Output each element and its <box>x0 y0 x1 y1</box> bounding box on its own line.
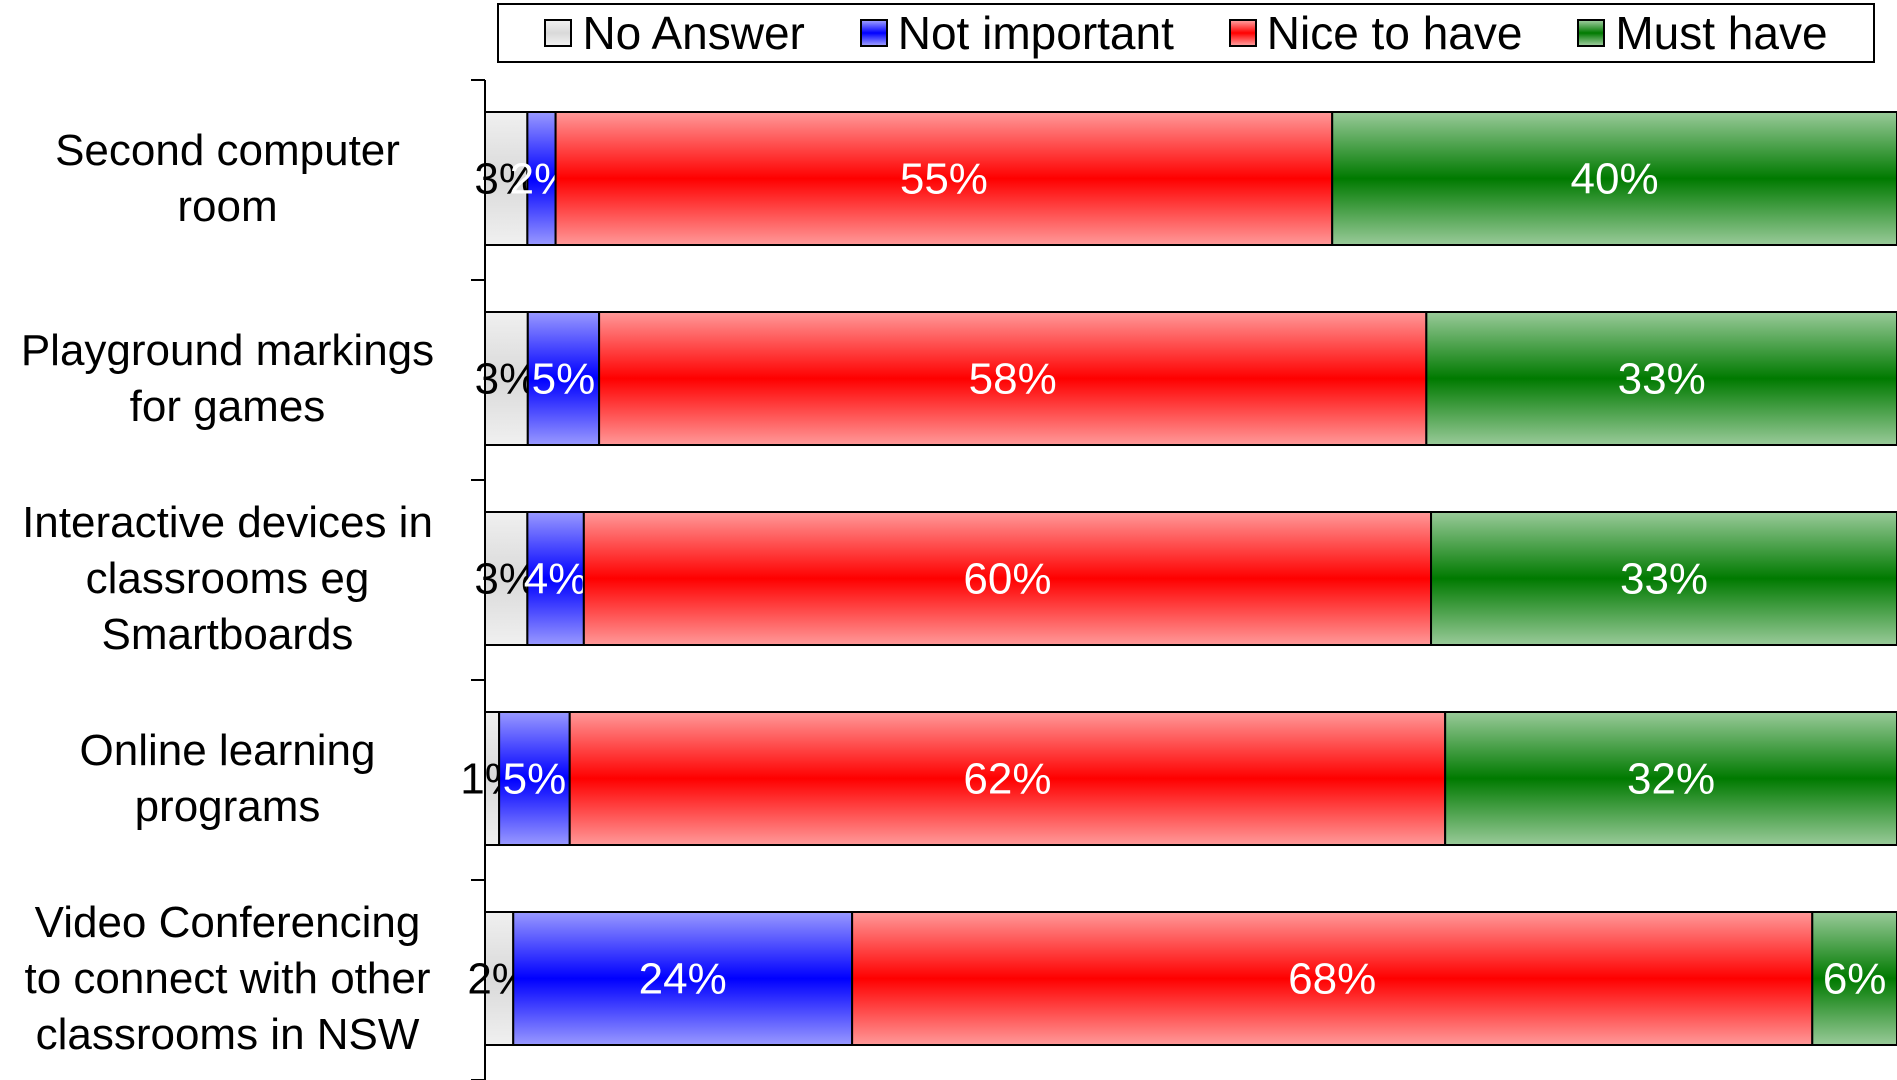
legend-item-no-answer: No Answer <box>544 6 805 60</box>
data-label: 62% <box>963 755 1051 804</box>
data-label: 5% <box>532 355 596 404</box>
data-label: 4% <box>524 555 588 604</box>
legend-item-not-important: Not important <box>859 6 1174 60</box>
data-label: 40% <box>1571 155 1659 204</box>
bar-segment-not-important <box>526 511 585 646</box>
bar-segment-nice-to-have <box>598 311 1428 446</box>
data-label: 55% <box>900 155 988 204</box>
category-label: Second computer room <box>55 125 400 231</box>
bar-segment-must-have <box>1811 911 1897 1046</box>
category-label: Video Conferencing to connect with other c… <box>24 897 431 1059</box>
bar-segment-nice-to-have <box>568 711 1447 846</box>
category-label: Interactive devices in classrooms eg Smart… <box>22 497 433 659</box>
legend-swatch <box>1228 19 1257 47</box>
data-label: 32% <box>1627 755 1715 804</box>
bar-segment-nice-to-have <box>554 111 1334 246</box>
legend: No Answer Not important Nice to have Must h… <box>497 3 1875 63</box>
data-label: 68% <box>1288 955 1376 1004</box>
data-label: 5% <box>503 755 567 804</box>
bar-segment-must-have <box>1444 711 1897 846</box>
legend-label: Nice to have <box>1266 7 1523 59</box>
legend-item-must-have: Must have <box>1577 6 1828 60</box>
legend-label: Must have <box>1615 7 1828 59</box>
data-label: 6% <box>1823 955 1887 1004</box>
category-label: Online learning programs <box>79 725 376 831</box>
legend-swatch <box>859 19 888 47</box>
legend-label: Not important <box>897 7 1174 59</box>
data-label: 58% <box>969 355 1057 404</box>
bar-segment-must-have <box>1430 511 1897 646</box>
bar-segment-no-answer <box>484 311 529 446</box>
legend-swatch <box>544 19 573 47</box>
bar-segment-nice-to-have <box>851 911 1814 1046</box>
legend-label: No Answer <box>582 7 805 59</box>
category-label: Playground markings for games <box>20 325 435 431</box>
bar-segment-must-have <box>1331 111 1897 246</box>
bar-segment-nice-to-have <box>582 511 1433 646</box>
data-label: 60% <box>963 555 1051 604</box>
bar-segment-not-important <box>526 111 557 246</box>
bar-segment-not-important <box>512 911 854 1046</box>
bar-segment-not-important <box>526 311 601 446</box>
legend-item-nice-to-have: Nice to have <box>1228 6 1523 60</box>
data-label: 33% <box>1620 555 1708 604</box>
data-label: 33% <box>1618 355 1706 404</box>
data-label: 24% <box>639 955 727 1004</box>
bar-segment-no-answer <box>484 911 515 1046</box>
bar-segment-must-have <box>1425 311 1897 446</box>
legend-swatch <box>1577 19 1606 47</box>
